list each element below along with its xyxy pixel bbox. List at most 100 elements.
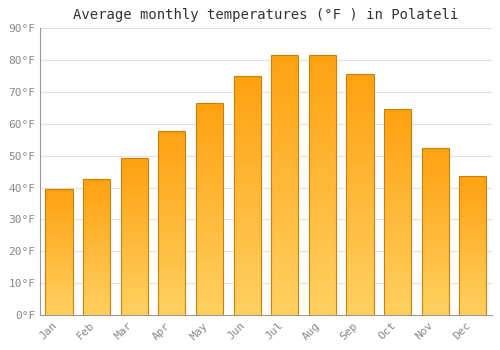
- Bar: [46, 301, 72, 303]
- Bar: [158, 285, 186, 288]
- Bar: [384, 292, 411, 295]
- Bar: [158, 211, 186, 214]
- Bar: [346, 186, 374, 189]
- Bar: [196, 307, 223, 310]
- Bar: [346, 174, 374, 177]
- Bar: [422, 269, 449, 271]
- Bar: [83, 223, 110, 225]
- Bar: [346, 231, 374, 234]
- Bar: [83, 178, 110, 315]
- Bar: [271, 198, 298, 201]
- Bar: [346, 89, 374, 92]
- Bar: [196, 310, 223, 313]
- Bar: [309, 136, 336, 140]
- Bar: [346, 228, 374, 231]
- Bar: [460, 314, 486, 315]
- Bar: [422, 186, 449, 188]
- Bar: [422, 282, 449, 284]
- Bar: [384, 222, 411, 225]
- Bar: [83, 283, 110, 285]
- Bar: [460, 303, 486, 305]
- Bar: [234, 258, 260, 261]
- Bar: [234, 162, 260, 166]
- Bar: [46, 221, 72, 222]
- Bar: [309, 195, 336, 198]
- Bar: [196, 206, 223, 209]
- Bar: [384, 251, 411, 253]
- Bar: [384, 246, 411, 248]
- Bar: [158, 133, 186, 135]
- Bar: [46, 287, 72, 289]
- Bar: [196, 167, 223, 169]
- Bar: [422, 250, 449, 252]
- Bar: [271, 123, 298, 126]
- Bar: [196, 281, 223, 284]
- Bar: [384, 238, 411, 240]
- Bar: [271, 270, 298, 273]
- Bar: [120, 262, 148, 264]
- Bar: [196, 233, 223, 236]
- Bar: [46, 289, 72, 290]
- Bar: [346, 240, 374, 243]
- Bar: [196, 119, 223, 121]
- Bar: [346, 107, 374, 110]
- Bar: [234, 271, 260, 273]
- Bar: [46, 249, 72, 251]
- Bar: [309, 100, 336, 104]
- Bar: [234, 118, 260, 121]
- Bar: [346, 252, 374, 255]
- Bar: [309, 201, 336, 205]
- Bar: [422, 158, 449, 160]
- Bar: [158, 237, 186, 239]
- Bar: [46, 260, 72, 262]
- Bar: [460, 201, 486, 202]
- Bar: [83, 271, 110, 273]
- Bar: [196, 113, 223, 116]
- Bar: [460, 243, 486, 244]
- Bar: [422, 309, 449, 311]
- Bar: [422, 179, 449, 181]
- Bar: [120, 245, 148, 247]
- Bar: [346, 86, 374, 89]
- Bar: [346, 104, 374, 107]
- Bar: [120, 180, 148, 182]
- Bar: [46, 211, 72, 213]
- Bar: [309, 94, 336, 97]
- Bar: [309, 169, 336, 172]
- Bar: [422, 280, 449, 282]
- Bar: [422, 219, 449, 221]
- Bar: [384, 186, 411, 189]
- Bar: [83, 281, 110, 283]
- Bar: [120, 303, 148, 306]
- Bar: [234, 166, 260, 169]
- Bar: [234, 219, 260, 223]
- Bar: [158, 188, 186, 191]
- Bar: [384, 295, 411, 297]
- Bar: [346, 267, 374, 270]
- Bar: [422, 167, 449, 169]
- Bar: [460, 194, 486, 195]
- Bar: [46, 276, 72, 278]
- Bar: [384, 189, 411, 191]
- Bar: [460, 202, 486, 204]
- Bar: [271, 55, 298, 58]
- Bar: [422, 248, 449, 250]
- Bar: [271, 215, 298, 218]
- Bar: [309, 149, 336, 153]
- Bar: [271, 68, 298, 71]
- Bar: [196, 252, 223, 254]
- Bar: [346, 207, 374, 210]
- Bar: [271, 97, 298, 100]
- Bar: [346, 101, 374, 104]
- Bar: [196, 294, 223, 297]
- Bar: [83, 216, 110, 218]
- Bar: [309, 88, 336, 91]
- Bar: [196, 105, 223, 108]
- Bar: [346, 282, 374, 285]
- Bar: [196, 302, 223, 305]
- Bar: [46, 281, 72, 282]
- Bar: [422, 231, 449, 233]
- Bar: [309, 302, 336, 306]
- Bar: [234, 108, 260, 112]
- Bar: [158, 281, 186, 283]
